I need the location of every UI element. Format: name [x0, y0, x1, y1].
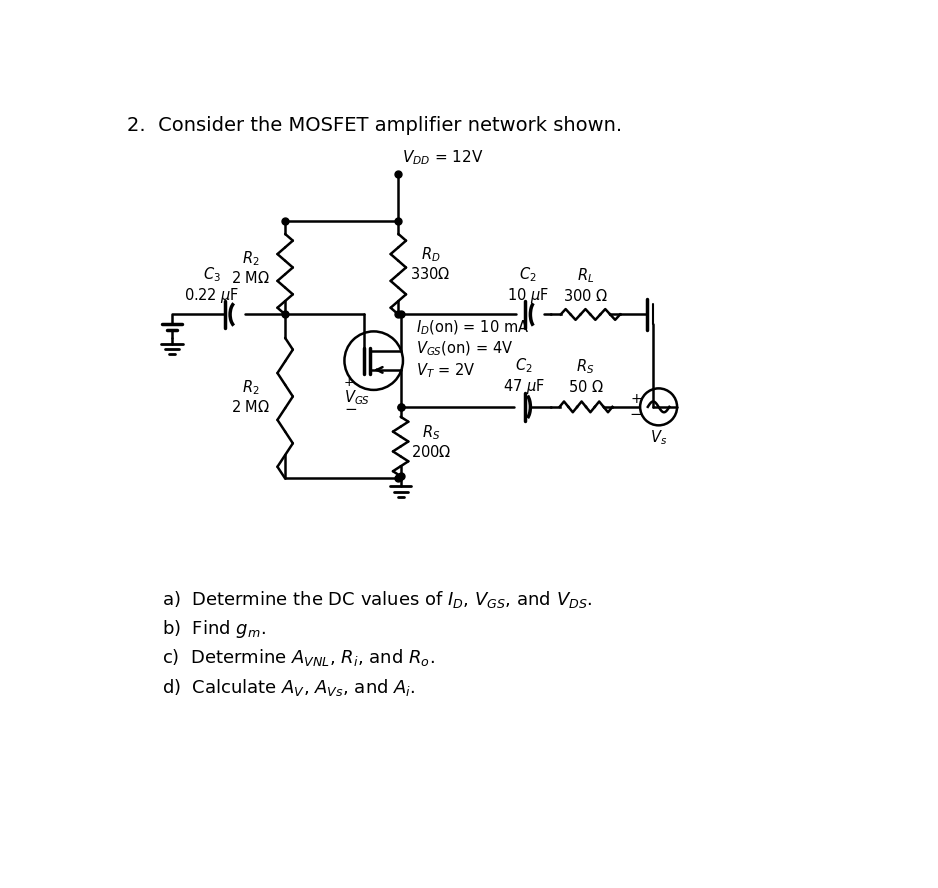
Text: $V_{GS}$: $V_{GS}$ — [344, 388, 371, 407]
Text: $R_D$
330$\Omega$: $R_D$ 330$\Omega$ — [411, 245, 451, 282]
Text: d)  Calculate $A_V$, $A_{Vs}$, and $A_i$.: d) Calculate $A_V$, $A_{Vs}$, and $A_i$. — [162, 677, 416, 698]
Text: +: + — [630, 392, 643, 406]
Text: 2.  Consider the MOSFET amplifier network shown.: 2. Consider the MOSFET amplifier network… — [128, 116, 623, 135]
Text: $C_2$
47 $\mu$F: $C_2$ 47 $\mu$F — [503, 356, 545, 396]
Text: +: + — [343, 376, 355, 389]
Text: a)  Determine the DC values of $I_D$, $V_{GS}$, and $V_{DS}$.: a) Determine the DC values of $I_D$, $V_… — [162, 589, 592, 610]
Text: −: − — [344, 401, 357, 416]
Text: $I_D$(on) = 10 mA
$V_{GS}$(on) = 4V
$V_T$ = 2V: $I_D$(on) = 10 mA $V_{GS}$(on) = 4V $V_T… — [416, 319, 529, 380]
Text: $R_S$
50 $\Omega$: $R_S$ 50 $\Omega$ — [567, 357, 603, 394]
Text: $R_2$
2 M$\Omega$: $R_2$ 2 M$\Omega$ — [231, 377, 270, 415]
Text: b)  Find $g_m$.: b) Find $g_m$. — [162, 618, 265, 639]
Text: $R_L$
300 $\Omega$: $R_L$ 300 $\Omega$ — [563, 266, 608, 304]
Text: $R_2$
2 M$\Omega$: $R_2$ 2 M$\Omega$ — [231, 249, 270, 286]
Text: c)  Determine $A_{VNL}$, $R_i$, and $R_o$.: c) Determine $A_{VNL}$, $R_i$, and $R_o$… — [162, 647, 435, 669]
Text: $V_{DD}$ = 12V: $V_{DD}$ = 12V — [402, 148, 484, 167]
Text: $R_S$
200$\Omega$: $R_S$ 200$\Omega$ — [411, 423, 452, 460]
Text: $C_2$
10 $\mu$F: $C_2$ 10 $\mu$F — [507, 265, 549, 305]
Text: $V_s$: $V_s$ — [650, 428, 667, 447]
Text: −: − — [630, 407, 643, 422]
Text: $C_3$
0.22 $\mu$F: $C_3$ 0.22 $\mu$F — [185, 265, 239, 305]
